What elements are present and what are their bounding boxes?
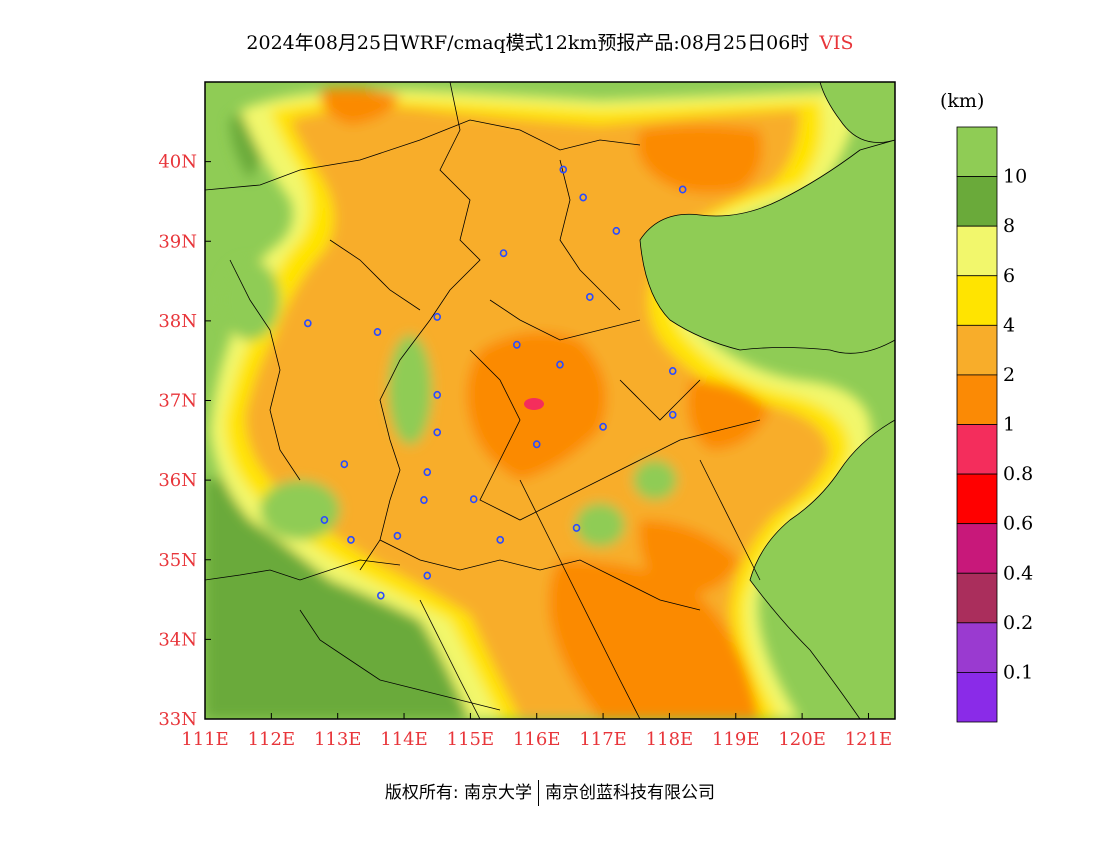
city-marker: [340, 460, 349, 469]
city-marker: [433, 312, 442, 321]
admin-boundaries: [205, 82, 761, 719]
map-title: 2024年08月25日WRF/cmaq模式12km预报产品:08月25日06时 V…: [0, 28, 1100, 55]
city-marker: [377, 591, 385, 600]
city-marker: [556, 360, 564, 369]
title-variable: VIS: [819, 32, 854, 54]
city-marker: [668, 410, 677, 419]
legend-label: 0.1: [1003, 661, 1033, 683]
city-marker: [513, 340, 521, 349]
legend-label: 0.4: [1003, 562, 1033, 584]
legend-label: 4: [1003, 314, 1015, 336]
city-marker: [499, 249, 508, 258]
lat-tick-label: 40N: [158, 152, 197, 173]
footer-left: 版权所有: 南京大学: [384, 783, 533, 803]
city-marker: [420, 496, 428, 505]
legend-label: 2: [1003, 364, 1015, 386]
low-visibility-spot: [524, 398, 544, 410]
lon-tick-label: 121E: [845, 729, 893, 750]
footer-right: 南京创蓝科技有限公司: [545, 783, 716, 803]
city-markers: [304, 165, 687, 600]
copyright-footer: 版权所有: 南京大学 南京创蓝科技有限公司: [0, 778, 1100, 806]
legend-swatch: [956, 225, 998, 277]
legend: 10 8 6 4 2 1 0.8 0.6 0.4 0.2 0.1: [956, 126, 1033, 723]
city-marker: [572, 523, 581, 532]
lon-tick-label: 117E: [579, 729, 627, 750]
city-marker: [433, 428, 442, 437]
city-marker: [579, 193, 587, 202]
yellow-sea: [749, 419, 895, 719]
city-marker: [612, 226, 621, 235]
lon-tick-label: 118E: [646, 729, 694, 750]
footer-separator: [538, 780, 540, 806]
city-marker: [373, 328, 382, 337]
lon-tick-label: 115E: [447, 729, 495, 750]
city-marker: [304, 319, 312, 328]
legend-swatch: [956, 275, 998, 326]
legend-swatch: [956, 672, 998, 723]
city-marker: [599, 422, 607, 431]
city-marker: [423, 571, 432, 580]
legend-label: 10: [1003, 166, 1027, 188]
lat-tick-label: 37N: [158, 391, 197, 412]
legend-label: 0.8: [1003, 463, 1033, 485]
legend-swatch: [956, 126, 998, 177]
lon-tick-label: 119E: [712, 729, 760, 750]
lat-tick-label: 33N: [158, 709, 197, 730]
longitude-axis: 111E 112E 113E 114E 115E 116E 117E 118E 119E 120E…: [181, 713, 892, 750]
city-marker: [678, 185, 687, 194]
lat-tick-label: 34N: [158, 629, 197, 650]
city-marker: [532, 440, 541, 449]
legend-swatch: [956, 473, 998, 525]
legend-swatch: [956, 176, 998, 227]
city-marker: [433, 390, 442, 399]
bohai-sea: [639, 139, 895, 354]
legend-swatch: [956, 523, 998, 574]
legend-swatch: [956, 424, 998, 475]
legend-swatch: [956, 374, 998, 425]
city-marker: [469, 495, 478, 504]
legend-swatch: [956, 572, 998, 624]
city-marker: [496, 535, 505, 544]
legend-label: 1: [1003, 414, 1015, 436]
legend-swatch: [956, 622, 998, 673]
city-marker: [586, 292, 594, 301]
legend-label: 0.6: [1003, 513, 1033, 535]
city-marker: [559, 165, 568, 174]
visibility-field: [205, 82, 895, 719]
legend-swatch: [956, 324, 998, 376]
legend-label: 8: [1003, 215, 1015, 237]
city-marker: [423, 468, 432, 477]
lon-tick-label: 116E: [513, 729, 561, 750]
lon-tick-label: 113E: [314, 729, 362, 750]
lat-tick-label: 39N: [158, 231, 197, 252]
legend-label: 6: [1003, 265, 1015, 287]
legend-unit: (km): [940, 90, 985, 112]
city-marker: [668, 367, 677, 376]
legend-label: 0.2: [1003, 612, 1033, 634]
city-marker: [320, 515, 329, 524]
lon-tick-label: 111E: [181, 729, 229, 750]
lat-tick-label: 38N: [158, 311, 197, 332]
lat-tick-label: 36N: [158, 470, 197, 491]
lon-tick-label: 112E: [248, 729, 296, 750]
lon-tick-label: 120E: [778, 729, 826, 750]
lat-tick-label: 35N: [158, 550, 197, 571]
city-marker: [347, 535, 355, 544]
city-marker: [393, 531, 402, 540]
latitude-axis: 40N 39N 38N 37N 36N 35N 34N 33N: [158, 152, 211, 730]
lon-tick-label: 114E: [380, 729, 428, 750]
title-main: 2024年08月25日WRF/cmaq模式12km预报产品:08月25日06时: [246, 32, 810, 54]
